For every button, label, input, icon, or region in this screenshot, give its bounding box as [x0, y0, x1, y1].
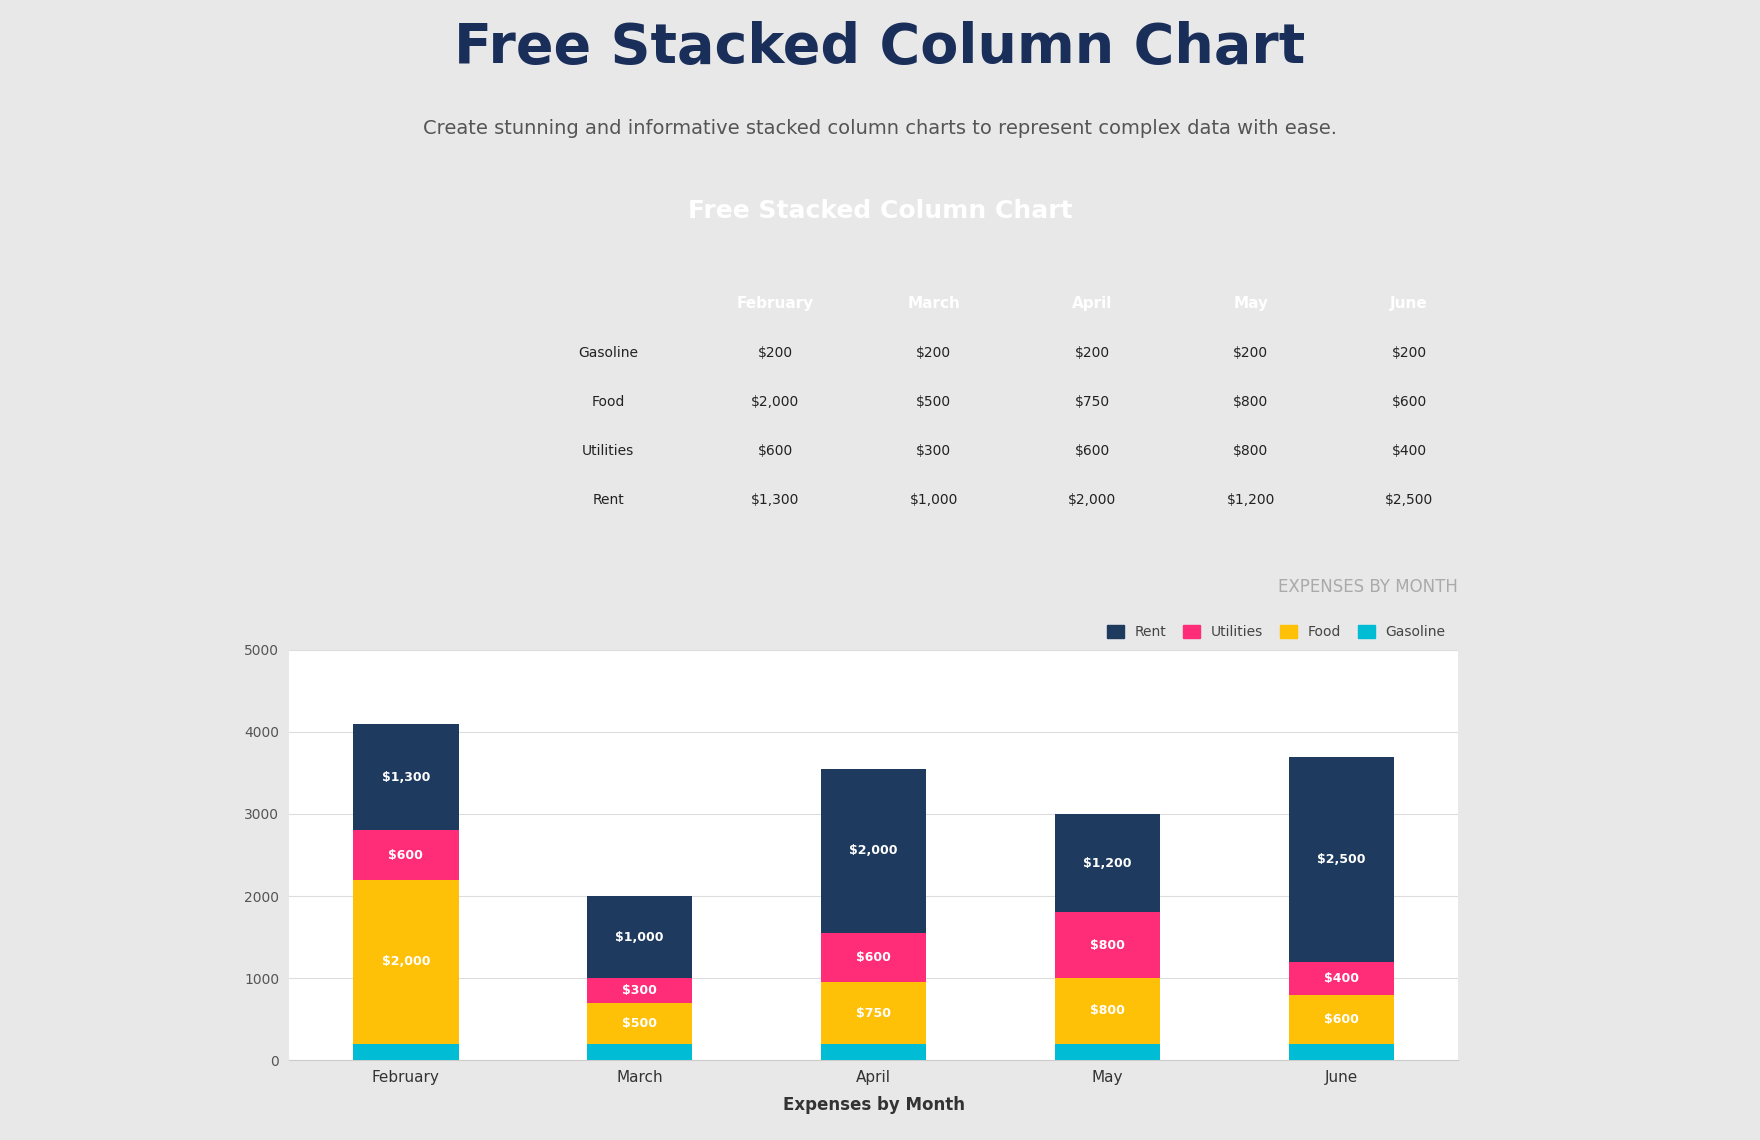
Text: $200: $200 [1234, 345, 1269, 360]
Text: $400: $400 [1324, 971, 1359, 985]
Text: $1,200: $1,200 [1227, 492, 1274, 507]
Text: $1,000: $1,000 [616, 930, 664, 944]
Text: $600: $600 [389, 848, 424, 862]
X-axis label: Expenses by Month: Expenses by Month [783, 1096, 964, 1114]
Text: $500: $500 [917, 394, 952, 409]
Bar [354, 724, 459, 830]
Text: Gasoline: Gasoline [579, 345, 639, 360]
Text: $2,500: $2,500 [1385, 492, 1433, 507]
Bar [820, 1044, 926, 1060]
Text: March: March [908, 296, 961, 311]
Bar [354, 830, 459, 880]
Bar [1288, 1044, 1394, 1060]
Text: $600: $600 [1324, 1012, 1359, 1026]
Text: $200: $200 [859, 1047, 889, 1057]
Text: $600: $600 [1075, 443, 1111, 458]
Bar [354, 880, 459, 1044]
Text: $200: $200 [625, 1047, 655, 1057]
Legend: Rent, Utilities, Food, Gasoline: Rent, Utilities, Food, Gasoline [1102, 620, 1452, 645]
Bar [354, 1044, 459, 1060]
Text: $800: $800 [1089, 1004, 1125, 1018]
Text: $1,300: $1,300 [752, 492, 799, 507]
Text: $1,300: $1,300 [382, 771, 429, 783]
Text: $200: $200 [1392, 345, 1427, 360]
Bar [1288, 962, 1394, 994]
Text: EXPENSES BY MONTH: EXPENSES BY MONTH [1278, 578, 1459, 596]
Text: $2,000: $2,000 [850, 845, 898, 857]
Bar [820, 768, 926, 933]
Bar [588, 1044, 692, 1060]
Text: $300: $300 [917, 443, 952, 458]
Text: Free Stacked Column Chart: Free Stacked Column Chart [454, 21, 1306, 75]
Text: $2,000: $2,000 [752, 394, 799, 409]
Text: $800: $800 [1234, 394, 1269, 409]
Text: Utilities: Utilities [583, 443, 634, 458]
Bar [820, 933, 926, 983]
Text: $1,000: $1,000 [910, 492, 957, 507]
Text: $2,500: $2,500 [1316, 853, 1366, 865]
Bar [1054, 978, 1160, 1044]
Text: February: February [737, 296, 815, 311]
Text: Create stunning and informative stacked column charts to represent complex data : Create stunning and informative stacked … [422, 119, 1338, 138]
Text: $500: $500 [623, 1017, 656, 1029]
Text: May: May [1234, 296, 1269, 311]
Text: June: June [1390, 296, 1427, 311]
Text: $2,000: $2,000 [1068, 492, 1116, 507]
Text: $300: $300 [623, 984, 656, 998]
Text: $600: $600 [855, 951, 891, 964]
Text: $600: $600 [1392, 394, 1427, 409]
Text: April: April [1072, 296, 1112, 311]
Text: $200: $200 [1075, 345, 1111, 360]
Text: $1,200: $1,200 [1082, 856, 1132, 870]
Text: $200: $200 [917, 345, 952, 360]
Text: $750: $750 [855, 1007, 891, 1019]
Text: $200: $200 [1091, 1047, 1123, 1057]
Bar [588, 978, 692, 1003]
Text: $600: $600 [759, 443, 794, 458]
Text: $200: $200 [1325, 1047, 1357, 1057]
Text: Rent: Rent [593, 492, 625, 507]
Bar [1054, 912, 1160, 978]
Text: $800: $800 [1089, 938, 1125, 952]
Text: $750: $750 [1075, 394, 1111, 409]
Text: $200: $200 [391, 1047, 421, 1057]
Text: Free Stacked Column Chart: Free Stacked Column Chart [688, 198, 1072, 223]
Text: $200: $200 [759, 345, 794, 360]
Bar [1288, 994, 1394, 1044]
Text: $400: $400 [1392, 443, 1427, 458]
Bar [1288, 757, 1394, 962]
Text: Food: Food [591, 394, 625, 409]
Bar [588, 1003, 692, 1044]
Text: $2,000: $2,000 [382, 955, 429, 968]
Bar [588, 896, 692, 978]
Bar [1054, 1044, 1160, 1060]
Bar [820, 983, 926, 1044]
Bar [1054, 814, 1160, 912]
Text: $800: $800 [1234, 443, 1269, 458]
